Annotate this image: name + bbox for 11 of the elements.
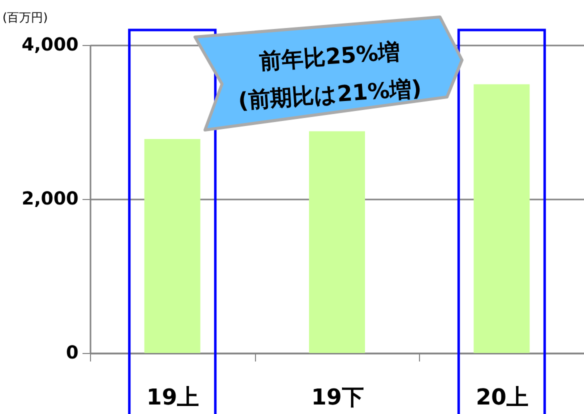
x-tick-label: 19上 — [146, 386, 200, 410]
bar — [144, 138, 200, 353]
y-tick-label: 0 — [66, 342, 78, 364]
annotation: 前年比25%増 (前期比は21%増) — [237, 39, 423, 114]
y-axis-title: (百万円) — [2, 10, 48, 24]
x-tick-label: 19下 — [311, 386, 364, 410]
y-tick-label: 4,000 — [22, 34, 78, 56]
bar — [474, 84, 530, 353]
x-tick-label: 20上 — [476, 386, 528, 410]
y-tick-label: 2,000 — [22, 188, 78, 210]
bar — [309, 131, 365, 353]
